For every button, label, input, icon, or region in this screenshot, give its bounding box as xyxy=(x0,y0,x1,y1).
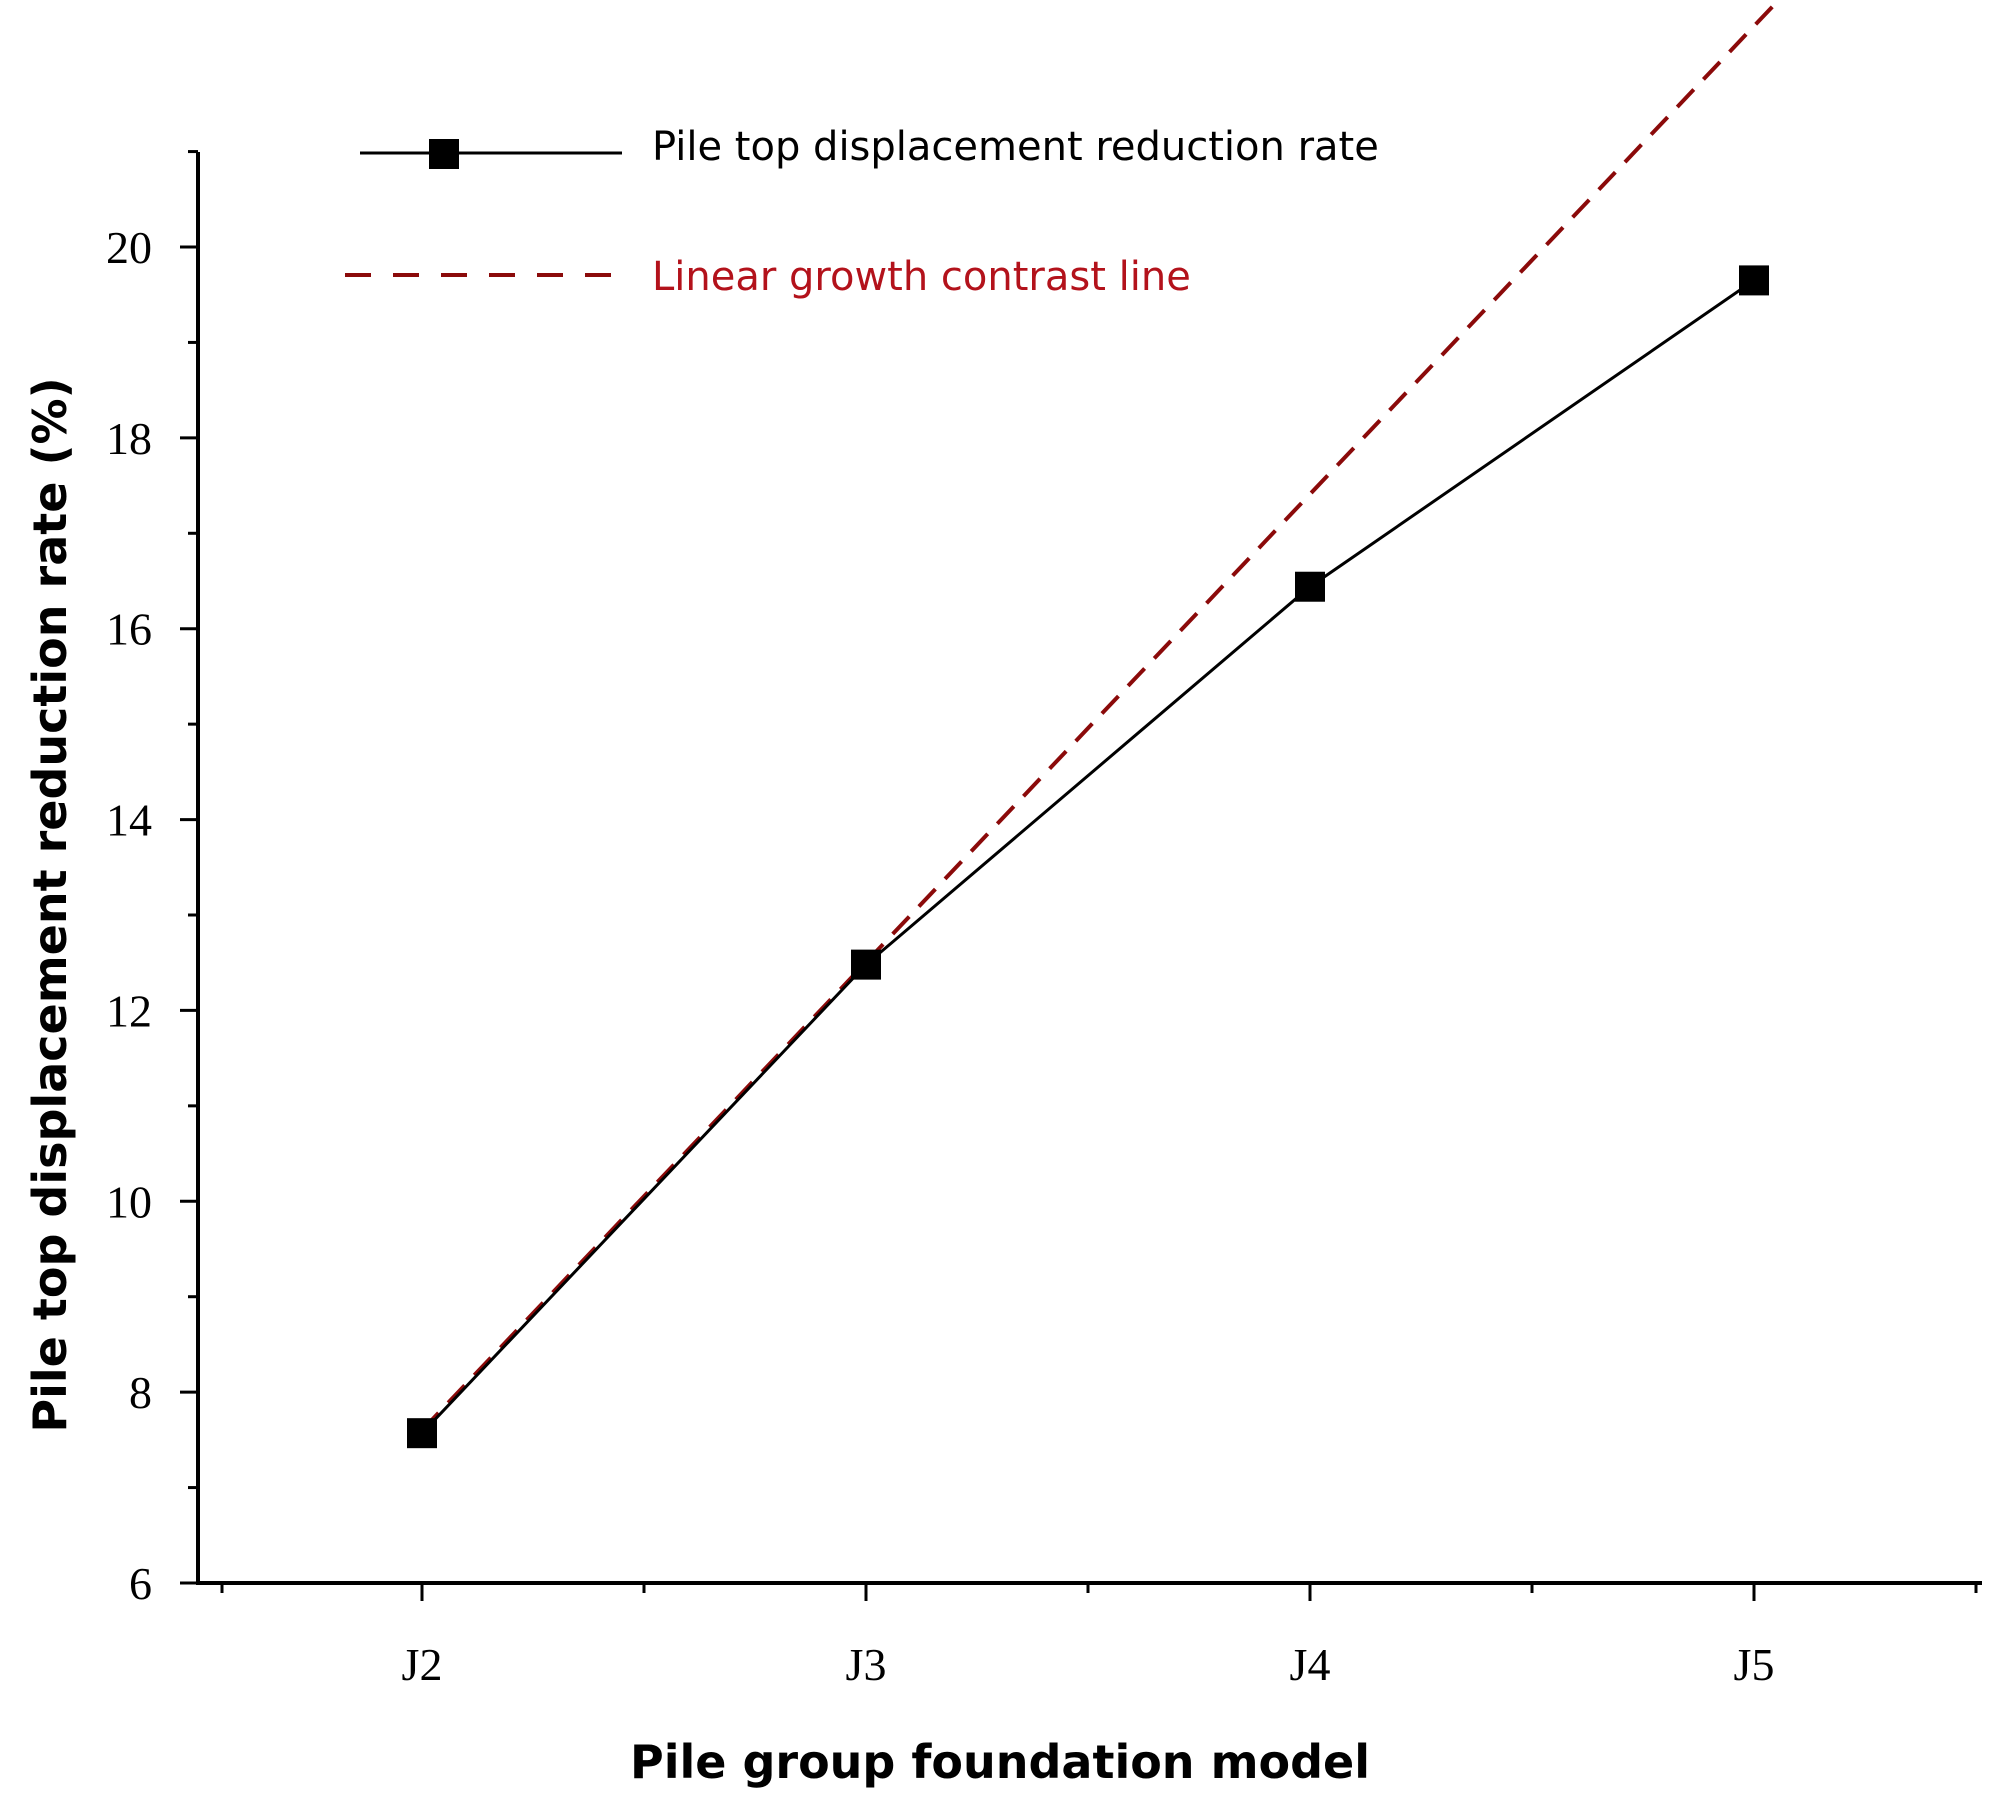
axes xyxy=(196,152,1982,1585)
legend-marker xyxy=(429,139,459,169)
y-tick-label: 16 xyxy=(106,604,152,655)
y-axis-ticks: 6 8 10 12 14 16 18 20 xyxy=(106,150,198,1609)
x-axis-title: Pile group foundation model xyxy=(630,1735,1370,1789)
legend: Pile top displacement reduction rate Line… xyxy=(345,124,1379,300)
x-tick-label: J5 xyxy=(1734,1639,1775,1690)
series-layer xyxy=(407,0,1782,1449)
y-tick-label: 8 xyxy=(129,1367,152,1418)
series-line xyxy=(420,279,1755,1435)
data-point xyxy=(407,1418,437,1449)
legend-label: Linear growth contrast line xyxy=(652,254,1191,300)
y-tick-label: 10 xyxy=(106,1176,152,1227)
y-tick-label: 18 xyxy=(106,413,152,464)
contrast-line xyxy=(420,0,1782,1432)
y-tick-label: 20 xyxy=(106,222,152,273)
data-point xyxy=(851,949,881,980)
y-tick-label: 6 xyxy=(129,1558,152,1609)
y-axis-title: Pile top displacement reduction rate (%) xyxy=(23,377,77,1432)
data-point xyxy=(1739,265,1769,296)
data-point xyxy=(1295,571,1325,602)
x-axis-ticks: J2 J3 J4 J5 xyxy=(220,1583,1978,1690)
y-tick-label: 12 xyxy=(106,985,152,1036)
x-tick-label: J2 xyxy=(402,1639,443,1690)
x-tick-label: J3 xyxy=(846,1639,887,1690)
legend-label: Pile top displacement reduction rate xyxy=(652,124,1379,170)
x-tick-label: J4 xyxy=(1290,1639,1331,1690)
y-tick-label: 14 xyxy=(106,795,152,846)
